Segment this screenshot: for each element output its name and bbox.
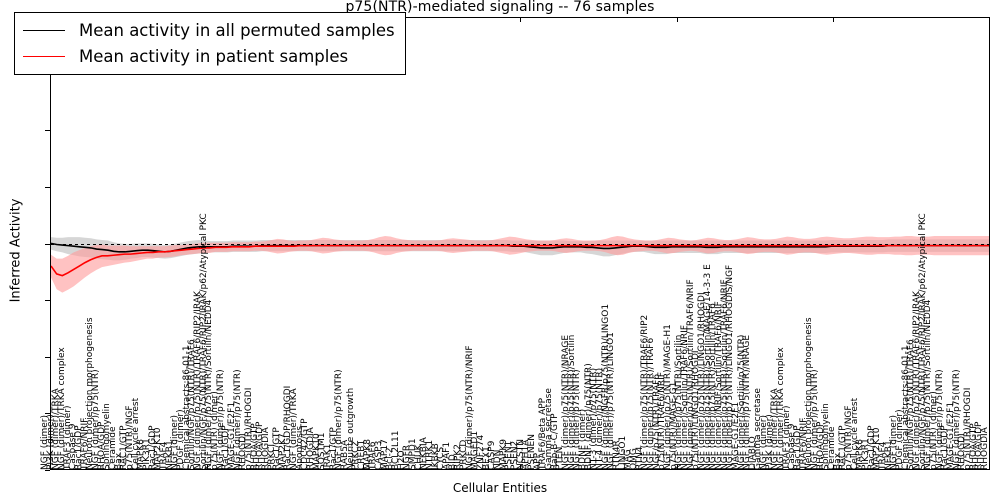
legend-label-permuted: Mean activity in all permuted samples [79,20,395,40]
x-tick-mark-bottom [520,465,521,470]
y-axis-label: Inferred Activity [8,198,24,303]
y-tick-mark [45,413,50,415]
chart-title: p75(NTR)-mediated signaling -- 76 sample… [345,0,655,15]
x-tick-mark-bottom [989,465,990,470]
x-tick-mark-bottom [206,465,208,470]
plot-area [50,17,990,470]
x-tick-label: RHOGDIA [980,427,990,470]
y-tick-mark [45,186,50,188]
legend-swatch-patient [23,55,65,57]
confidence-bands [51,236,989,293]
x-tick-mark-bottom [676,465,678,470]
x-tick-mark-top [833,17,835,22]
y-tick-mark [45,130,50,132]
y-tick-mark [45,300,50,302]
x-tick-mark-top [989,17,990,22]
x-axis-label: Cellular Entities [452,481,548,495]
x-tick-mark-bottom [363,465,365,470]
x-tick-mark-top [676,17,678,22]
x-tick-mark-bottom [833,465,835,470]
y-tick-mark [45,243,50,245]
legend-label-patient: Mean activity in patient samples [79,46,349,66]
legend-item-patient: Mean activity in patient samples [23,43,395,69]
y-tick-mark [45,470,50,471]
y-tick-mark [45,356,50,358]
chart-legend: Mean activity in all permuted samples Me… [14,12,406,75]
legend-item-permuted: Mean activity in all permuted samples [23,17,395,43]
x-tick-mark-top [520,17,521,22]
x-tick-mark-bottom [50,465,51,470]
legend-swatch-permuted [23,29,65,31]
series-lines [51,242,989,277]
chart-canvas [51,236,989,293]
